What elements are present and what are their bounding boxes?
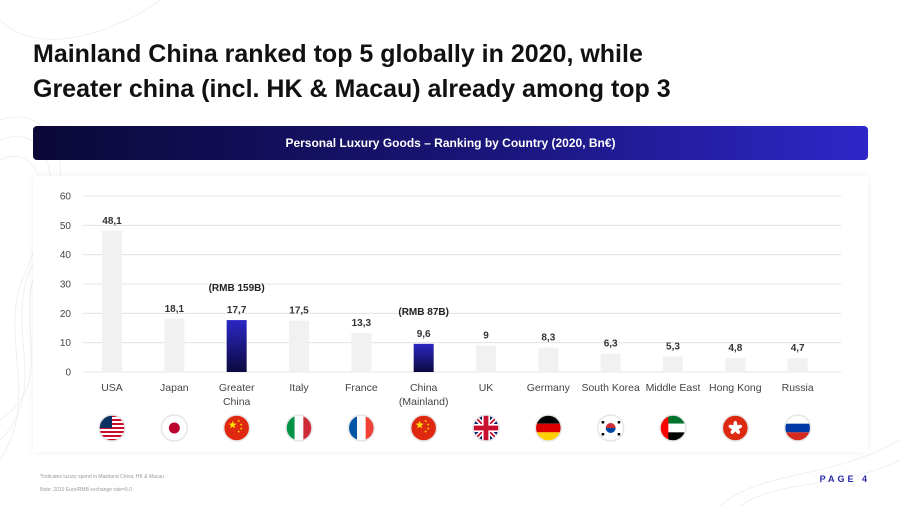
france-flag-icon bbox=[347, 414, 376, 442]
usa-flag-icon bbox=[98, 414, 126, 442]
hong-kong-flag-icon bbox=[721, 414, 750, 442]
x-tick-label: Greater bbox=[219, 382, 255, 394]
x-tick-label: Middle East bbox=[646, 382, 701, 394]
bar-value-label: 4,7 bbox=[791, 343, 805, 354]
slide-title-line-1: Mainland China ranked top 5 globally in … bbox=[33, 40, 643, 68]
bar bbox=[164, 318, 185, 372]
slide-title: Mainland China ranked top 5 globally in … bbox=[33, 37, 793, 107]
bar bbox=[476, 345, 496, 372]
bar-value-label: 48,1 bbox=[102, 216, 122, 227]
bar-value-label: 17,7 bbox=[227, 305, 247, 316]
y-tick-label: 20 bbox=[60, 309, 72, 320]
x-tick-label: South Korea bbox=[581, 382, 640, 394]
x-tick-label: Russia bbox=[782, 382, 814, 394]
bar-value-label: 5,3 bbox=[666, 341, 680, 352]
uk-flag-icon bbox=[472, 414, 500, 442]
x-tick-label: UK bbox=[479, 382, 494, 394]
page-number: PAGE 4 bbox=[819, 474, 870, 484]
rmb-annotation: (RMB 87B) bbox=[398, 307, 449, 318]
bar bbox=[289, 320, 309, 372]
bar bbox=[787, 358, 808, 372]
japan-flag-icon bbox=[160, 414, 189, 442]
x-tick-label: France bbox=[345, 382, 378, 394]
bar bbox=[725, 357, 746, 372]
bar bbox=[663, 356, 683, 372]
footnote-exchange-rate: Note: 2010 Euro/RMB exchange rate=9.0 bbox=[40, 487, 132, 493]
y-tick-label: 40 bbox=[60, 250, 72, 261]
china-flag-icon bbox=[222, 414, 251, 442]
bar bbox=[538, 347, 559, 372]
uae-flag-icon bbox=[659, 414, 687, 442]
china-flag-icon bbox=[409, 414, 438, 442]
bar-value-label: 6,3 bbox=[604, 339, 618, 350]
russia-flag-icon bbox=[783, 414, 812, 442]
south-korea-flag-icon bbox=[596, 414, 625, 442]
x-tick-label: Japan bbox=[160, 382, 189, 394]
bar bbox=[600, 353, 621, 372]
x-tick-label: Italy bbox=[289, 382, 309, 394]
x-tick-label: China bbox=[223, 396, 251, 408]
bar-value-label: 9 bbox=[483, 331, 489, 342]
luxury-ranking-bar-chart: 0 10 20 30 40 50 60 48,1 USA 18,1 Japan 17,7 (RMB 15… bbox=[60, 192, 841, 442]
bar bbox=[351, 332, 372, 372]
bar-value-label: 4,8 bbox=[728, 343, 742, 354]
x-tick-label: Hong Kong bbox=[709, 382, 762, 394]
y-tick-label: 60 bbox=[60, 192, 72, 203]
y-tick-label: 10 bbox=[60, 338, 72, 349]
bar-value-label: 17,5 bbox=[289, 306, 309, 317]
bar bbox=[102, 230, 122, 372]
x-tick-label: Germany bbox=[527, 382, 571, 394]
germany-flag-icon bbox=[534, 414, 563, 442]
rmb-annotation: (RMB 159B) bbox=[209, 283, 265, 294]
y-tick-label: 50 bbox=[60, 221, 72, 232]
chart-card: 0 10 20 30 40 50 60 48,1 USA 18,1 Japan 17,7 (RMB 15… bbox=[33, 176, 868, 452]
y-tick-label: 30 bbox=[60, 280, 72, 291]
x-tick-label: USA bbox=[101, 382, 123, 394]
bar bbox=[413, 343, 434, 372]
bar-value-label: 18,1 bbox=[165, 304, 185, 315]
slide-title-line-2: Greater china (incl. HK & Macau) already… bbox=[33, 75, 671, 103]
bar bbox=[226, 320, 247, 372]
footnote-luxury-spend: *Indicates luxury spend in Mainland Chin… bbox=[40, 474, 164, 480]
bar-value-label: 9,6 bbox=[417, 329, 431, 340]
chart-title-banner: Personal Luxury Goods – Ranking by Count… bbox=[33, 126, 868, 160]
bar-value-label: 8,3 bbox=[541, 333, 555, 344]
x-tick-label: China bbox=[410, 382, 438, 394]
bar-value-label: 13,3 bbox=[352, 318, 372, 329]
italy-flag-icon bbox=[285, 414, 313, 442]
x-tick-label: (Mainland) bbox=[399, 396, 449, 408]
y-tick-label: 0 bbox=[65, 368, 71, 379]
